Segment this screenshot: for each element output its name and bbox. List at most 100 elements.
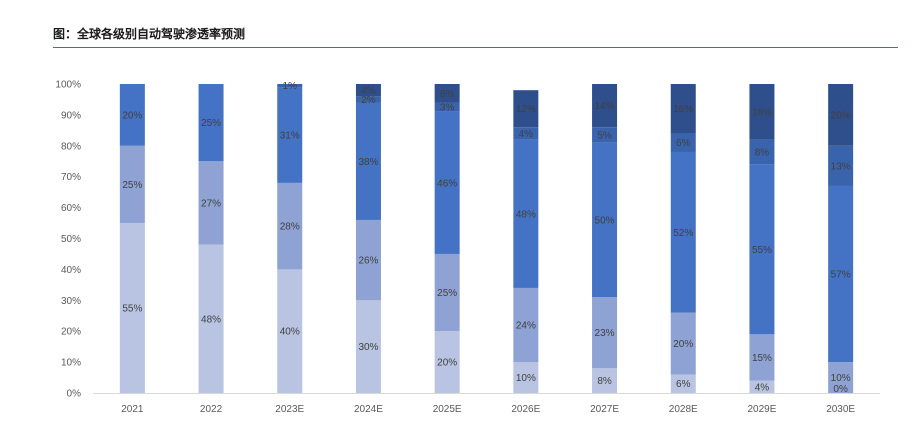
bar-segment [355, 219, 381, 301]
data-label: 26% [358, 256, 378, 267]
bar-segment [513, 127, 539, 140]
data-label: 24% [516, 321, 536, 332]
data-label: 38% [358, 157, 378, 168]
data-label: 55% [752, 245, 772, 256]
bar-segment [592, 127, 618, 143]
bar-segment [434, 102, 460, 112]
bar-segment [434, 253, 460, 332]
x-axis: 2021 2022 2023E 2024E 2025E 2026E 2027E 2028E 20… [93, 393, 880, 415]
data-label: 4% [361, 86, 376, 97]
data-label: 10% [516, 373, 536, 384]
bar-segment [749, 380, 775, 393]
bar-segment [434, 111, 460, 254]
bar-segment [513, 139, 539, 288]
y-tick-label: 40% [61, 265, 81, 276]
bar-segment [355, 84, 381, 97]
y-axis: 0% 10% 20% 30% 40% 50% 60% 70% 80% 90% 100% [55, 80, 81, 400]
bar-segment [119, 145, 145, 224]
data-label: 4% [755, 382, 770, 393]
bar-segment [434, 84, 460, 103]
bar-segment [277, 84, 303, 88]
data-label: 28% [280, 222, 300, 233]
data-label: 14% [595, 101, 615, 112]
bar-segment [828, 145, 854, 186]
bar-segment [670, 151, 696, 313]
x-tick-label: 2027E [590, 404, 619, 415]
title-underline [53, 47, 898, 48]
data-label: 0% [833, 384, 848, 395]
y-tick-label: 100% [55, 80, 81, 91]
y-tick-label: 10% [61, 358, 81, 369]
data-label: 25% [437, 288, 457, 299]
data-label: 2% [361, 95, 376, 106]
data-label: 20% [437, 358, 457, 369]
data-label: 12% [516, 104, 536, 115]
bar-segment [592, 142, 618, 298]
bar-segment [355, 96, 381, 103]
data-labels: 55% 25% 20% 48% 27% 25% 40% 28% 31% 1% 30% 26% 38% 2%… [122, 81, 850, 395]
bar-segment [355, 102, 381, 220]
data-label: 25% [122, 180, 142, 191]
data-label: 30% [358, 342, 378, 353]
data-label: 48% [201, 314, 221, 325]
x-tick-label: 2029E [747, 404, 776, 415]
bar-segment [828, 362, 854, 393]
x-tick-label: 2023E [275, 404, 304, 415]
x-tick-label: 2021 [121, 404, 144, 415]
y-tick-label: 80% [61, 141, 81, 152]
bar-segment [513, 287, 539, 363]
bar-segment [592, 368, 618, 393]
y-tick-label: 70% [61, 172, 81, 183]
bar-segment [592, 297, 618, 369]
data-label: 6% [676, 379, 691, 390]
data-label: 5% [597, 130, 612, 141]
bar-segment [828, 185, 854, 363]
y-tick-label: 90% [61, 110, 81, 121]
x-tick-label: 2022 [200, 404, 223, 415]
bar-segment [198, 84, 224, 162]
chart-title: 图：全球各级别自动驾驶渗透率预测 [53, 27, 246, 41]
bar-segment [670, 133, 696, 152]
bar-segment [513, 362, 539, 393]
bar-segment [119, 223, 145, 393]
data-label: 8% [755, 147, 770, 158]
bar-segment [198, 244, 224, 393]
bar-segment [119, 84, 145, 146]
bar-segment [749, 139, 775, 165]
bar-segment [355, 300, 381, 393]
data-label: 3% [440, 103, 455, 114]
bar-segment [670, 312, 696, 375]
data-label: 48% [516, 209, 536, 220]
x-tick-label: 2030E [826, 404, 855, 415]
bars [119, 84, 854, 393]
y-tick-label: 20% [61, 327, 81, 338]
bar-segment [749, 164, 775, 335]
data-label: 1% [283, 81, 298, 92]
data-label: 20% [122, 110, 142, 121]
data-label: 6% [676, 138, 691, 149]
data-label: 4% [519, 129, 534, 140]
data-label: 8% [597, 376, 612, 387]
bar-segment [828, 84, 854, 146]
bar-segment [749, 84, 775, 140]
data-label: 16% [673, 104, 693, 115]
bar-segment [749, 334, 775, 381]
bar-segment [670, 374, 696, 393]
data-label: 15% [752, 353, 772, 364]
data-label: 40% [280, 327, 300, 338]
x-tick-label: 2024E [354, 404, 383, 415]
data-label: 6% [440, 89, 455, 100]
data-label: 18% [752, 107, 772, 118]
bar-segment [592, 84, 618, 128]
data-label: 25% [201, 118, 221, 129]
data-label: 27% [201, 198, 221, 209]
bar-segment [434, 331, 460, 393]
y-tick-label: 30% [61, 296, 81, 307]
data-label: 20% [673, 339, 693, 350]
data-label: 46% [437, 178, 457, 189]
data-label: 57% [831, 270, 851, 281]
bar-segment [277, 87, 303, 183]
data-label: 23% [595, 328, 615, 339]
data-label: 52% [673, 228, 693, 239]
